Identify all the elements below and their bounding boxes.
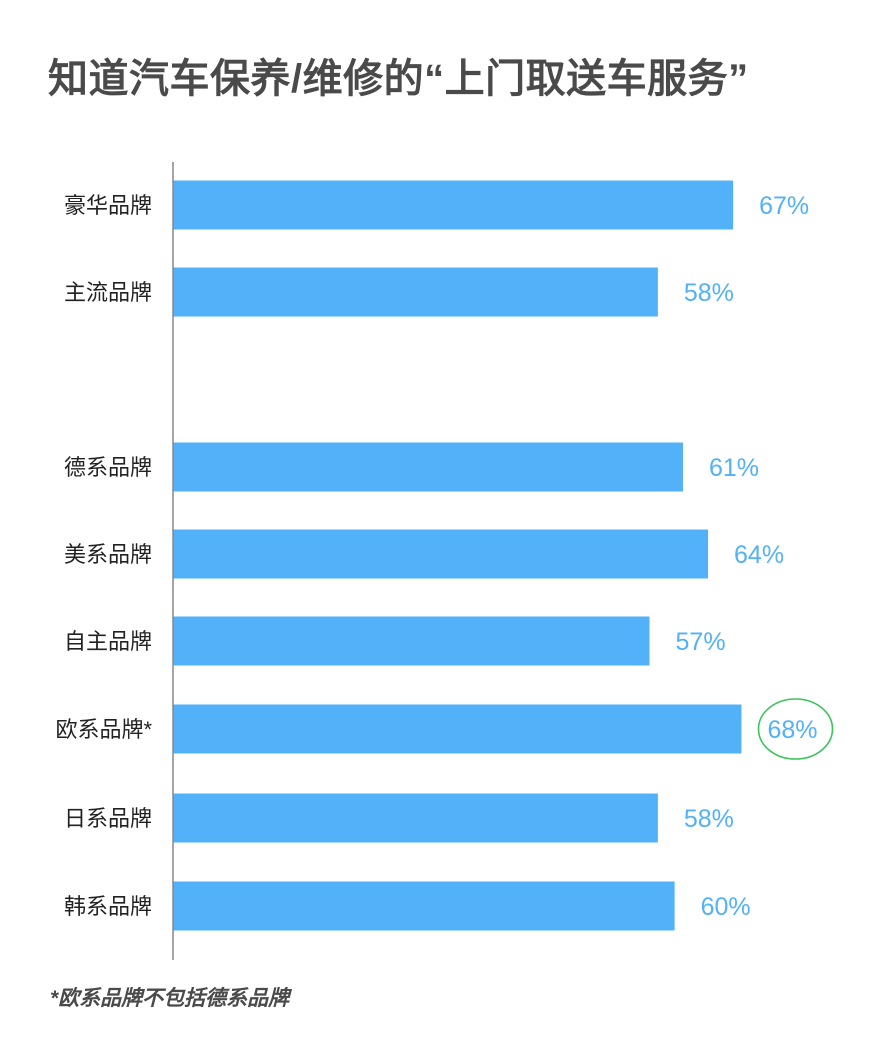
value-label: 58% bbox=[684, 805, 734, 833]
category-label: 韩系品牌 bbox=[64, 894, 152, 919]
bar bbox=[173, 793, 658, 843]
value-label: 61% bbox=[709, 454, 759, 482]
value-label: 68% bbox=[767, 716, 817, 744]
category-label: 豪华品牌 bbox=[64, 193, 152, 218]
bar bbox=[173, 881, 675, 931]
category-label: 主流品牌 bbox=[64, 280, 152, 305]
bar bbox=[173, 267, 658, 317]
category-label: 日系品牌 bbox=[64, 806, 152, 831]
bar bbox=[173, 616, 650, 666]
chart-footnote: *欧系品牌不包括德系品牌 bbox=[50, 987, 290, 1010]
category-label: 自主品牌 bbox=[64, 629, 152, 654]
category-label: 德系品牌 bbox=[64, 455, 152, 480]
bar bbox=[173, 529, 709, 579]
value-label: 60% bbox=[701, 893, 751, 921]
bar bbox=[173, 180, 734, 230]
bar bbox=[173, 704, 742, 754]
category-label: 欧系品牌* bbox=[55, 717, 152, 742]
value-label: 58% bbox=[684, 279, 734, 307]
category-label: 美系品牌 bbox=[64, 542, 152, 567]
highlight-circle bbox=[757, 698, 834, 760]
value-label: 64% bbox=[734, 541, 784, 569]
value-label: 57% bbox=[676, 628, 726, 656]
chart-title: 知道汽车保养/维修的“上门取送车服务” bbox=[48, 57, 749, 101]
value-label: 67% bbox=[759, 192, 809, 220]
bar bbox=[173, 442, 683, 492]
